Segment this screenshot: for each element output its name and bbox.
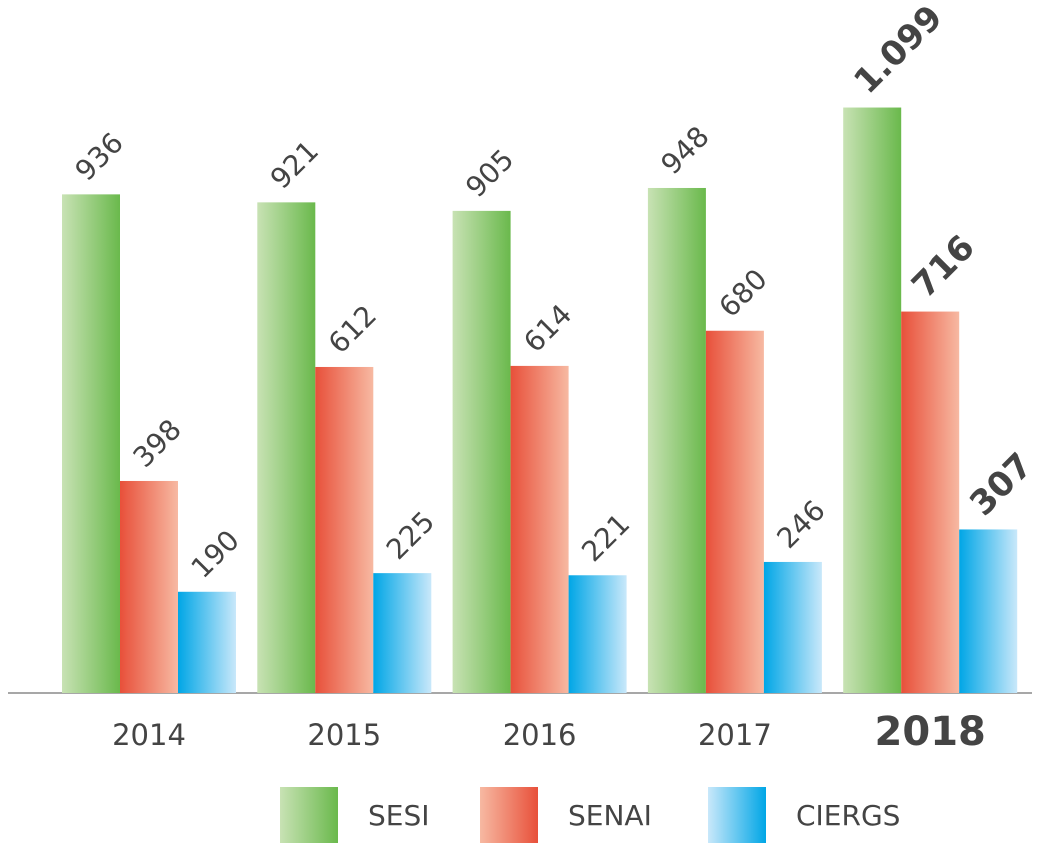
value-label: 221	[575, 507, 636, 568]
bar	[373, 573, 432, 693]
value-label: 307	[962, 445, 1040, 523]
legend-swatch	[708, 787, 766, 843]
legend-label: CIERGS	[796, 799, 900, 832]
value-label: 225	[380, 505, 441, 566]
value-label: 190	[185, 524, 246, 585]
value-label: 398	[127, 413, 188, 474]
bar	[120, 480, 178, 693]
bar	[705, 330, 764, 693]
value-label: 246	[771, 494, 832, 555]
bar	[62, 194, 120, 693]
value-label: 614	[517, 298, 578, 359]
bar	[568, 575, 627, 693]
x-tick-label: 2018	[875, 709, 986, 755]
legend-swatch	[280, 787, 338, 843]
value-label: 680	[713, 263, 774, 324]
legend-label: SESI	[368, 799, 430, 832]
value-label: 948	[655, 120, 716, 181]
value-label: 1.099	[846, 0, 950, 102]
x-tick-label: 2016	[503, 718, 577, 752]
bar	[763, 561, 822, 693]
bar	[510, 365, 569, 693]
bar	[959, 529, 1018, 693]
bar	[647, 187, 706, 693]
value-label: 905	[459, 143, 520, 204]
bar	[178, 591, 236, 693]
x-tick-label: 2017	[698, 718, 772, 752]
value-label: 716	[904, 227, 982, 305]
value-label: 936	[69, 126, 130, 187]
x-tick-label: 2014	[112, 718, 186, 752]
value-label: 612	[322, 299, 383, 360]
bar	[901, 311, 960, 693]
x-tick-label: 2015	[307, 718, 381, 752]
bar	[843, 107, 902, 694]
bar	[257, 202, 316, 693]
bar	[315, 366, 374, 693]
legend-label: SENAI	[568, 799, 652, 832]
value-label: 921	[264, 134, 325, 195]
bar	[452, 210, 511, 693]
legend-swatch	[480, 787, 538, 843]
